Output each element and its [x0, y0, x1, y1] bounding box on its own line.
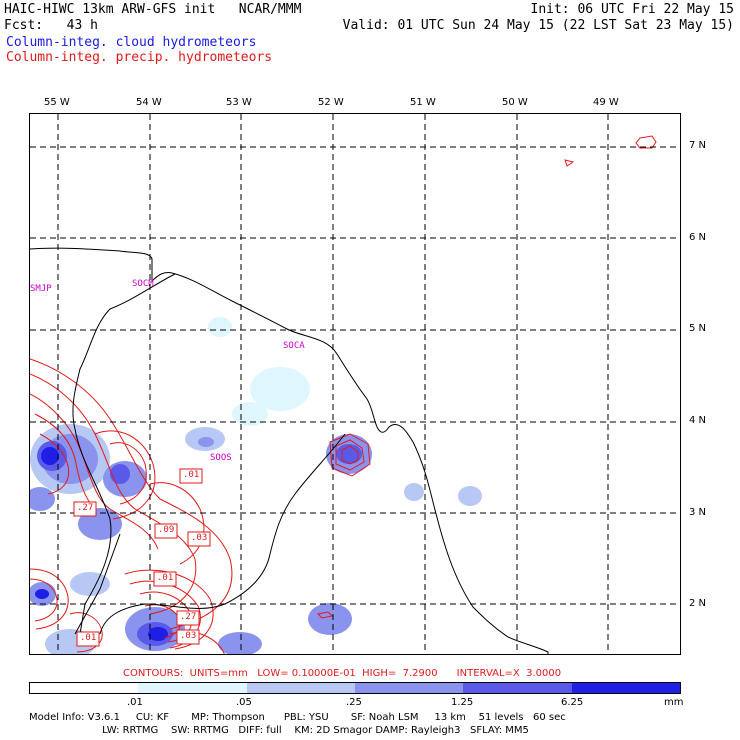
lat-label-6n: 6 N — [689, 232, 707, 243]
contour-label: .27 — [77, 503, 94, 513]
station-label-soca: SOCA — [283, 341, 305, 351]
lat-label-2n: 2 N — [689, 598, 707, 609]
field-cloud-label: Column-integ. cloud hydrometeors — [6, 35, 257, 50]
lon-label-53w: 53 W — [226, 97, 252, 108]
forecast-hour: Fcst: 43 h — [4, 18, 98, 33]
colorbar-label: .01 — [127, 697, 143, 708]
station-label-soos: SOOS — [210, 453, 232, 463]
lat-label-5n: 5 N — [689, 323, 707, 334]
colorbar — [29, 682, 681, 694]
lat-label-3n: 3 N — [689, 507, 707, 518]
colorbar-segment — [30, 683, 139, 693]
colorbar-units: mm — [664, 697, 684, 708]
graticule — [30, 114, 680, 654]
contour-label: .03 — [180, 631, 197, 641]
lat-label-7n: 7 N — [689, 140, 707, 151]
colorbar-segment — [138, 683, 247, 693]
contour-info: CONTOURS: UNITS=mm LOW= 0.10000E-01 HIGH… — [123, 668, 562, 679]
colorbar-label: .05 — [236, 697, 252, 708]
contour-label: .01 — [183, 470, 200, 480]
model-title: HAIC-HIWC 13km ARW-GFS init NCAR/MMM — [4, 2, 302, 17]
lat-label-4n: 4 N — [689, 415, 707, 426]
lon-label-49w: 49 W — [593, 97, 619, 108]
colorbar-segment — [571, 683, 680, 693]
model-info-line-2: LW: RRTMG SW: RRTMG DIFF: full KM: 2D Sm… — [29, 725, 529, 736]
colorbar-segment — [463, 683, 572, 693]
contour-label: .27 — [180, 612, 197, 622]
map-panel: .01 .27 .09 .03 .01 .27 .03 .01 SMJP SOC… — [29, 113, 681, 655]
contour-label: .03 — [191, 533, 208, 543]
colorbar-segment — [354, 683, 464, 693]
init-time: Init: 06 UTC Fri 22 May 15 — [530, 2, 735, 17]
contour-label-group — [73, 468, 211, 647]
contour-label: .09 — [158, 525, 175, 535]
colorbar-label: .25 — [346, 697, 362, 708]
lon-label-50w: 50 W — [502, 97, 528, 108]
lon-label-52w: 52 W — [318, 97, 344, 108]
colorbar-segment — [246, 683, 355, 693]
field-precip-label: Column-integ. precip. hydrometeors — [6, 50, 273, 65]
lon-label-55w: 55 W — [44, 97, 70, 108]
precip-contours — [30, 135, 657, 654]
station-label-socm: SOCM — [132, 279, 154, 289]
colorbar-label: 1.25 — [451, 697, 474, 708]
model-info-line-1: Model Info: V3.6.1 CU: KF MP: Thompson P… — [29, 712, 566, 723]
map-svg — [30, 114, 680, 654]
coastline — [30, 247, 549, 654]
contour-label: .01 — [157, 573, 174, 583]
station-label-smjp: SMJP — [30, 284, 52, 294]
colorbar-label: 6.25 — [561, 697, 584, 708]
valid-time: Valid: 01 UTC Sun 24 May 15 (22 LST Sat … — [342, 18, 734, 33]
contour-label: .01 — [80, 633, 97, 643]
lon-label-54w: 54 W — [136, 97, 162, 108]
lon-label-51w: 51 W — [410, 97, 436, 108]
